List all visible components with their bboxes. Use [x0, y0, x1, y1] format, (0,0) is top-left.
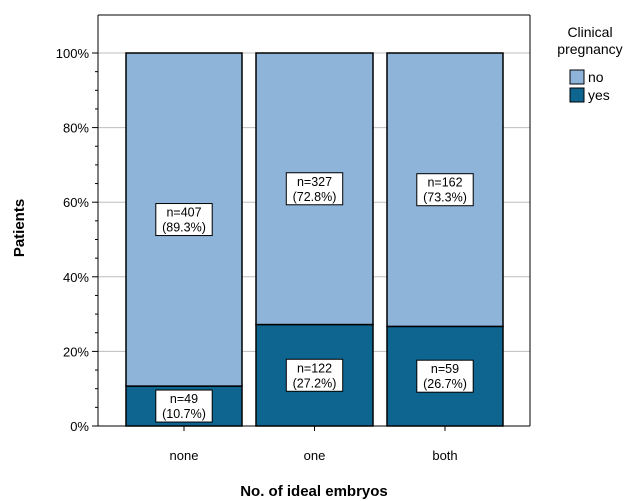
legend-title-line2: pregnancy: [557, 41, 622, 57]
data-label-percent: (10.7%): [162, 407, 206, 421]
data-label-count: n=162: [427, 176, 462, 190]
bars: [125, 52, 504, 427]
data-label-box: [285, 172, 344, 206]
x-axis-title: No. of ideal embryos: [240, 483, 388, 500]
data-label-both-no: n=162(73.3%): [416, 173, 474, 207]
data-label-box: [155, 389, 213, 423]
legend-swatch-no: [569, 69, 585, 85]
data-label-count: n=327: [297, 175, 332, 189]
data-label-box: [416, 173, 474, 207]
data-labels: n=49(10.7%) n=407(89.3%) n=122(27.2%) n=327…: [155, 172, 474, 423]
data-label-none-no: n=407(89.3%): [155, 203, 213, 237]
legend-label-yes: yes: [588, 87, 610, 103]
y-tick-label: 20%: [63, 344, 89, 359]
y-tick-label: 80%: [63, 121, 89, 136]
data-label-one-yes: n=122(27.2%): [285, 358, 344, 392]
x-tick-label-one: one: [304, 448, 326, 463]
data-label-both-yes: n=59(26.7%): [416, 359, 474, 393]
y-axis-title: Patients: [11, 199, 28, 257]
data-label-box: [155, 203, 213, 237]
x-tick-label-both: both: [432, 448, 457, 463]
data-label-box: [285, 358, 344, 392]
x-tick-label-none: none: [170, 448, 199, 463]
y-tick-label: 100%: [56, 46, 90, 61]
data-label-count: n=122: [297, 361, 332, 375]
legend-swatch-yes: [569, 87, 585, 103]
legend-title-line1: Clinical: [567, 24, 612, 40]
data-label-percent: (89.3%): [162, 221, 206, 235]
data-label-percent: (27.2%): [293, 376, 337, 390]
y-tick-label: 60%: [63, 195, 89, 210]
y-axis-ticks: 0% 20% 40% 60% 80% 100%: [56, 46, 98, 434]
y-tick-label: 0%: [70, 419, 89, 434]
data-label-box: [416, 359, 474, 393]
data-label-count: n=49: [170, 392, 198, 406]
data-label-none-yes: n=49(10.7%): [155, 389, 213, 423]
legend: Clinical pregnancy no yes: [557, 24, 622, 103]
data-label-percent: (72.8%): [293, 190, 337, 204]
data-label-count: n=407: [166, 206, 201, 220]
legend-label-no: no: [588, 69, 604, 85]
data-label-count: n=59: [431, 362, 459, 376]
x-axis-ticks: none one both: [170, 426, 458, 463]
data-label-one-no: n=327(72.8%): [285, 172, 344, 206]
data-label-percent: (73.3%): [423, 191, 467, 205]
data-label-percent: (26.7%): [423, 377, 467, 391]
y-tick-label: 40%: [63, 270, 89, 285]
